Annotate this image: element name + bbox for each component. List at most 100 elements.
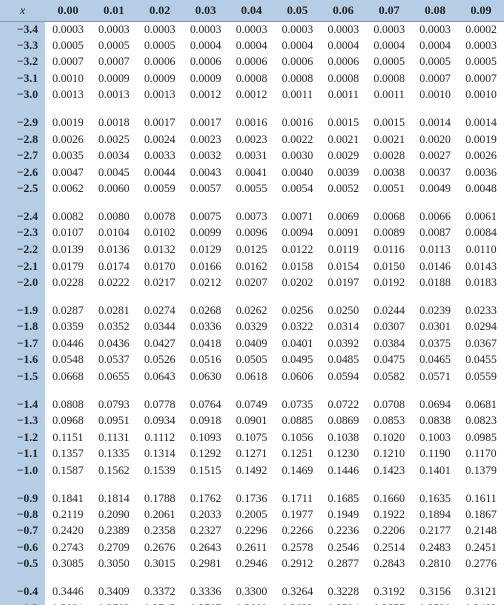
probability-cell: 0.0582 bbox=[373, 369, 405, 383]
probability-cell: 0.0023 bbox=[189, 132, 222, 146]
probability-cell: 0.3372 bbox=[144, 585, 176, 599]
z-value-cell: −1.9 bbox=[0, 296, 45, 319]
probability-cell: 0.2546 bbox=[327, 540, 359, 554]
probability-cell: 0.0012 bbox=[235, 88, 268, 102]
table-row: −0.5 0.3085 0.3050 0.3015 0.2981 0.2946 0.2912… bbox=[0, 556, 504, 579]
probability-cell: 0.3228 bbox=[327, 585, 359, 599]
probability-cell: 0.1539 bbox=[144, 463, 176, 477]
probability-cell: 0.1190 bbox=[419, 447, 451, 461]
probability-cell: 0.1492 bbox=[235, 463, 268, 477]
table-row: −1.4 0.0808 0.0793 0.0778 0.0764 0.0749 0.0735… bbox=[0, 390, 504, 413]
probability-cell: 0.3707 bbox=[183, 600, 229, 605]
probability-cell: 0.1469 bbox=[281, 463, 314, 477]
probability-cell: 0.0007 bbox=[52, 55, 84, 69]
table-row: −1.0 0.1587 0.1562 0.1539 0.1515 0.1492 0.1469… bbox=[0, 462, 504, 485]
probability-cell: 0.0002 bbox=[465, 22, 497, 36]
probability-cell: 0.0013 bbox=[144, 88, 176, 102]
probability-cell: 0.0004 bbox=[281, 38, 314, 52]
table-row: −2.0 0.0228 0.0222 0.0217 0.0212 0.0207 0.0202… bbox=[0, 274, 504, 297]
probability-cell: 0.0475 bbox=[373, 353, 405, 367]
probability-cell: 0.2776 bbox=[465, 557, 497, 571]
probability-cell: 0.0256 bbox=[281, 303, 314, 317]
z-value-cell: −3.4 bbox=[0, 21, 45, 38]
probability-cell: 0.0006 bbox=[144, 55, 176, 69]
header-row: x 0.00 0.01 0.02 0.03 0.04 0.05 0.06 0.0… bbox=[0, 0, 504, 22]
probability-cell: 0.1357 bbox=[52, 447, 84, 461]
probability-cell: 0.2946 bbox=[235, 557, 268, 571]
probability-cell: 0.0012 bbox=[189, 88, 222, 102]
probability-cell: 0.0197 bbox=[327, 275, 359, 289]
column-header: 0.02 bbox=[136, 0, 183, 22]
probability-cell: 0.2119 bbox=[52, 507, 84, 521]
table-row: −0.9 0.1841 0.1814 0.1788 0.1762 0.1736 0.1711… bbox=[0, 484, 504, 507]
probability-cell: 0.0010 bbox=[419, 88, 451, 102]
z-value-cell: −1.3 bbox=[0, 412, 45, 430]
column-header: 0.05 bbox=[274, 0, 321, 22]
probability-cell: 0.0057 bbox=[189, 182, 222, 196]
z-value-cell: −2.1 bbox=[0, 258, 45, 275]
probability-cell: 0.0003 bbox=[373, 22, 405, 36]
probability-cell: 0.0006 bbox=[327, 55, 359, 69]
probability-cell: 0.0021 bbox=[373, 132, 405, 146]
probability-cell: 0.0668 bbox=[52, 369, 84, 383]
probability-cell: 0.0336 bbox=[189, 320, 222, 334]
probability-cell: 0.2912 bbox=[281, 557, 314, 571]
probability-cell: 0.0401 bbox=[281, 336, 314, 350]
column-header: 0.01 bbox=[90, 0, 137, 22]
table-row: −2.8 0.0026 0.0025 0.0024 0.0023 0.0023 0.0022… bbox=[0, 131, 504, 148]
z-value-cell: −1.8 bbox=[0, 318, 45, 336]
probability-cell: 0.3300 bbox=[235, 585, 268, 599]
probability-cell: 0.0136 bbox=[98, 243, 130, 257]
probability-cell: 0.0446 bbox=[52, 336, 84, 350]
probability-cell: 0.2483 bbox=[419, 540, 451, 554]
probability-cell: 0.1003 bbox=[419, 430, 451, 444]
probability-cell: 0.0262 bbox=[235, 303, 268, 317]
probability-cell: 0.0222 bbox=[98, 275, 130, 289]
probability-cell: 0.1170 bbox=[465, 447, 497, 461]
probability-cell: 0.0005 bbox=[98, 38, 130, 52]
probability-cell: 0.2611 bbox=[236, 540, 267, 554]
probability-cell: 0.1922 bbox=[373, 507, 405, 521]
probability-cell: 0.2389 bbox=[98, 524, 130, 538]
probability-cell: 0.0526 bbox=[144, 353, 176, 367]
probability-cell: 0.0003 bbox=[144, 22, 176, 36]
probability-cell: 0.0778 bbox=[144, 397, 176, 411]
probability-cell: 0.3409 bbox=[98, 585, 130, 599]
probability-cell: 0.0465 bbox=[419, 353, 451, 367]
probability-cell: 0.0559 bbox=[465, 369, 497, 383]
probability-cell: 0.0005 bbox=[373, 55, 405, 69]
probability-cell: 0.3121 bbox=[465, 585, 497, 599]
probability-cell: 0.1660 bbox=[373, 491, 405, 505]
probability-cell: 0.0188 bbox=[419, 275, 451, 289]
probability-cell: 0.3192 bbox=[373, 585, 405, 599]
table-row: −1.7 0.0446 0.0436 0.0427 0.0418 0.0409 0.0401… bbox=[0, 335, 504, 353]
probability-cell: 0.0004 bbox=[327, 38, 359, 52]
probability-cell: 0.0060 bbox=[98, 182, 130, 196]
probability-cell: 0.0008 bbox=[281, 72, 314, 86]
probability-cell: 0.0022 bbox=[281, 132, 314, 146]
probability-cell: 0.0082 bbox=[52, 210, 84, 224]
probability-cell: 0.0934 bbox=[144, 414, 176, 428]
probability-cell: 0.1635 bbox=[419, 491, 451, 505]
probability-cell: 0.0901 bbox=[235, 414, 268, 428]
probability-cell: 0.0170 bbox=[144, 259, 176, 273]
probability-cell: 0.0016 bbox=[281, 116, 314, 130]
probability-cell: 0.0708 bbox=[373, 397, 405, 411]
probability-cell: 0.2327 bbox=[189, 524, 222, 538]
z-value-cell: −3.2 bbox=[0, 54, 45, 71]
probability-cell: 0.2676 bbox=[144, 540, 176, 554]
probability-cell: 0.0038 bbox=[373, 165, 405, 179]
probability-cell: 0.0054 bbox=[281, 182, 314, 196]
probability-cell: 0.0004 bbox=[419, 38, 451, 52]
table-row: −2.2 0.0139 0.0136 0.0132 0.0129 0.0125 0.0122… bbox=[0, 241, 504, 259]
probability-cell: 0.0793 bbox=[98, 397, 130, 411]
probability-cell: 0.0003 bbox=[281, 22, 314, 36]
probability-cell: 0.3264 bbox=[281, 585, 314, 599]
probability-cell: 0.0516 bbox=[189, 353, 222, 367]
probability-cell: 0.0040 bbox=[281, 165, 314, 179]
probability-cell: 0.0007 bbox=[465, 72, 497, 86]
probability-cell: 0.1736 bbox=[235, 491, 268, 505]
probability-cell: 0.0013 bbox=[98, 88, 130, 102]
probability-cell: 0.0694 bbox=[419, 397, 451, 411]
